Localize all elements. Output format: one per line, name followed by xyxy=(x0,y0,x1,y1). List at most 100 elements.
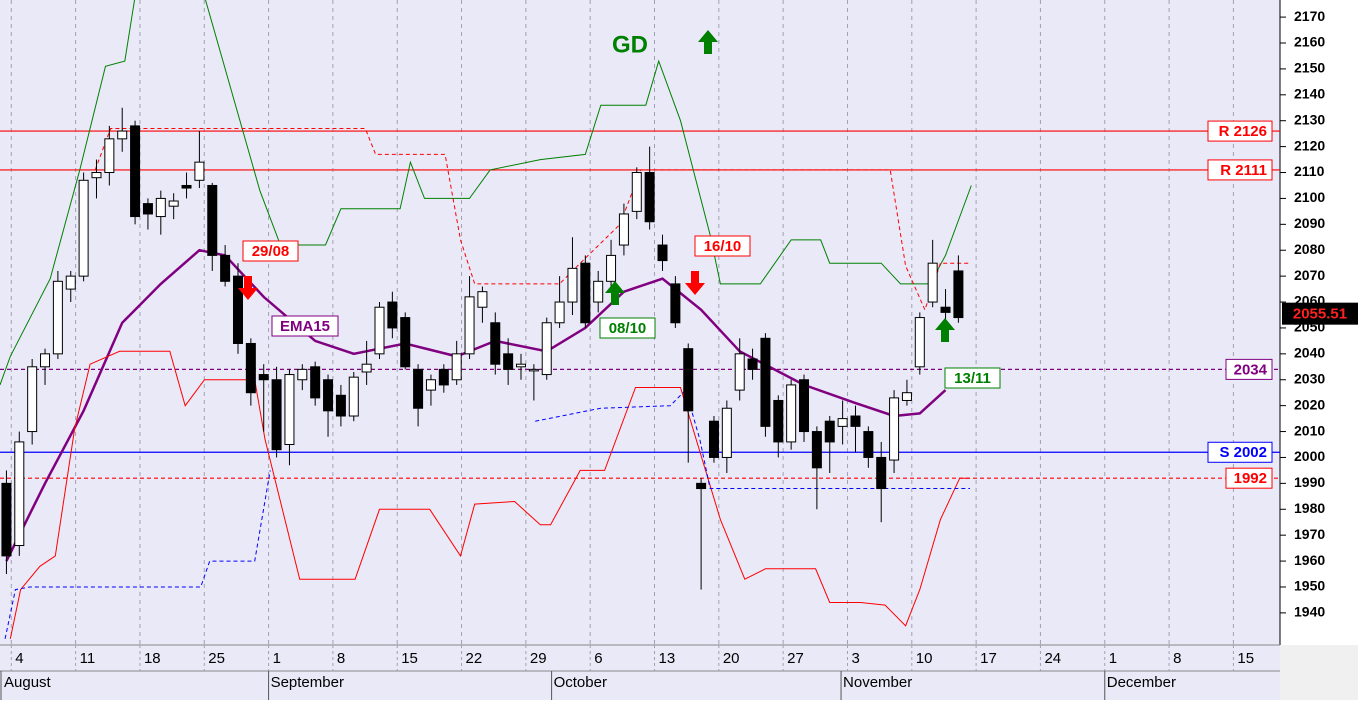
signal-arrow xyxy=(685,271,705,295)
x-tick-label: 11 xyxy=(80,650,96,667)
candle-body xyxy=(811,431,822,469)
candle-body xyxy=(220,254,231,282)
candle-body xyxy=(914,317,925,368)
x-tick-label: 8 xyxy=(337,650,345,667)
candle-body xyxy=(361,363,372,373)
candle-body xyxy=(104,138,115,174)
x-tick-label: 4 xyxy=(15,650,23,667)
candle-body xyxy=(593,280,604,303)
indicator-line xyxy=(4,389,970,639)
candle-body xyxy=(14,441,25,547)
marks-layer xyxy=(0,0,1280,639)
candle-body xyxy=(734,353,745,391)
annotation-box xyxy=(694,235,751,257)
level-label: R 2126 xyxy=(1219,123,1267,140)
candle-body xyxy=(65,275,76,290)
candle-body xyxy=(413,368,424,409)
candle-body xyxy=(850,415,861,427)
y-tick-label: 2000 xyxy=(1294,448,1325,464)
annotation-label: GD xyxy=(612,31,648,58)
last-price-label: 2055.51 xyxy=(1293,306,1347,323)
indicator-line xyxy=(94,128,970,312)
last-price-box xyxy=(1282,302,1358,325)
candle-body xyxy=(927,262,938,303)
candle-body xyxy=(618,213,629,246)
month-label: October xyxy=(554,674,607,691)
candle-body xyxy=(541,322,552,376)
candle-body xyxy=(940,306,951,313)
y-tick-label: 2080 xyxy=(1294,241,1325,257)
candle-body xyxy=(91,172,102,179)
x-tick-label: 1 xyxy=(1109,650,1117,667)
x-tick-label: 15 xyxy=(401,650,418,667)
candle-body xyxy=(773,399,784,443)
candle-body xyxy=(799,379,810,433)
candle-body xyxy=(567,267,578,303)
candle-body xyxy=(284,374,295,446)
level-label-box xyxy=(1207,120,1273,142)
y-tick-label: 2030 xyxy=(1294,370,1325,386)
candle-body xyxy=(335,394,346,417)
indicator-label-box xyxy=(271,315,339,337)
level-label: R 2111 xyxy=(1220,162,1267,179)
candle-body xyxy=(142,203,153,215)
x-tick-label: 27 xyxy=(787,650,804,667)
signal-arrow xyxy=(238,276,258,300)
y-tick-label: 2010 xyxy=(1294,422,1325,438)
candle-body xyxy=(194,161,205,181)
candle-body xyxy=(155,197,166,218)
indicator-line xyxy=(0,0,972,386)
corner-panel xyxy=(1280,645,1358,700)
x-tick-label: 20 xyxy=(723,650,740,667)
candle-body xyxy=(438,368,449,386)
candle-body xyxy=(528,368,539,372)
annotation-label: 16/10 xyxy=(704,238,742,255)
candle-body xyxy=(837,418,848,427)
candle-body xyxy=(464,296,475,355)
candle-body xyxy=(425,379,436,391)
y-tick-label: 1980 xyxy=(1294,500,1325,516)
x-tick-label: 8 xyxy=(1173,650,1181,667)
candle-body xyxy=(168,200,179,207)
candle-body xyxy=(580,262,591,324)
indicator-line xyxy=(9,350,970,639)
y-tick-label: 2090 xyxy=(1294,215,1325,231)
candle-body xyxy=(477,291,488,308)
candle-body xyxy=(824,420,835,443)
annotation-layer: R 2126 R 2111 2034 S 2002 1992 EMA15 29/08 08/1… xyxy=(238,30,1273,489)
candle-body xyxy=(207,184,218,256)
candle-body xyxy=(323,379,334,412)
candle-body xyxy=(387,301,398,329)
y-tick-label: 2120 xyxy=(1294,137,1325,153)
x-tick-label: 18 xyxy=(144,650,161,667)
indicator-label: EMA15 xyxy=(280,318,330,335)
candle-body xyxy=(863,431,874,458)
level-label-box xyxy=(1225,358,1273,380)
candle-body xyxy=(400,317,411,368)
candle-body xyxy=(657,244,668,262)
candle-body xyxy=(258,374,269,381)
annotation-label: 13/11 xyxy=(954,370,991,387)
candle-body xyxy=(516,363,527,368)
candle-body xyxy=(631,172,642,212)
month-label: September xyxy=(271,674,344,691)
candle-body xyxy=(245,342,256,394)
candle-body xyxy=(606,254,617,282)
candle-body xyxy=(490,322,501,365)
candle-body xyxy=(554,301,565,324)
candle-body xyxy=(271,379,282,451)
candle-body xyxy=(876,456,887,490)
signal-arrow xyxy=(698,30,718,54)
candle-body xyxy=(721,407,732,458)
y-tick-label: 1990 xyxy=(1294,474,1325,490)
candle-body xyxy=(901,392,912,401)
x-tick-label: 29 xyxy=(530,650,547,667)
x-tick-label: 17 xyxy=(980,650,997,667)
y-tick-label: 2160 xyxy=(1294,34,1325,50)
level-label: S 2002 xyxy=(1219,444,1267,461)
y-tick-label: 2150 xyxy=(1294,60,1325,76)
x-axis-panel xyxy=(0,645,1280,700)
annotation-box xyxy=(599,317,656,339)
x-tick-label: 22 xyxy=(466,650,483,667)
